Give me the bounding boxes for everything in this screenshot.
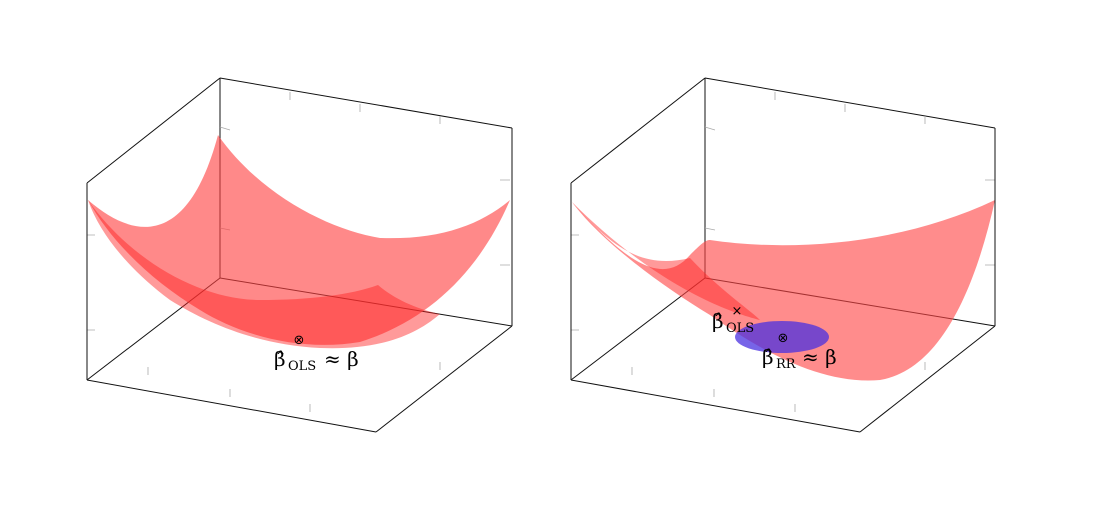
label-beta-rr-approx: β̂ RR ≈ β [762,345,837,372]
loss-surface-ols [88,135,510,345]
beta-hat-symbol: β̂ [762,345,774,369]
label-beta-ols-approx: β̂ OLS ≈ β [274,347,359,374]
label-approx-beta: ≈ β [802,345,837,369]
loss-surface-ridge-fold [572,202,760,320]
label-subscript: OLS [288,359,316,374]
beta-rr-marker: ⊗ [778,331,789,346]
label-subscript: RR [776,357,797,372]
beta-hat-symbol: β̂ [274,347,286,371]
ridge-constraint-region [735,321,829,353]
panel-ridge: × ⊗ β̂ OLS β̂ RR ≈ β [570,77,996,433]
beta-ols-marker: ⊗ [294,333,305,348]
label-beta-ols: β̂ OLS [712,309,754,336]
loss-surface-ols-front [88,200,440,349]
axis-box-front-ridge [570,128,996,433]
axis-box-front-ols [86,128,513,433]
label-subscript: OLS [726,321,754,336]
label-approx-beta: ≈ β [324,347,359,371]
panel-ols: ⊗ β̂ OLS ≈ β [86,77,513,433]
ticks-ridge [571,92,995,412]
loss-surface-ridge [572,200,995,381]
beta-hat-symbol: β̂ [712,309,724,333]
beta-ols-cross-marker: × [732,304,743,319]
